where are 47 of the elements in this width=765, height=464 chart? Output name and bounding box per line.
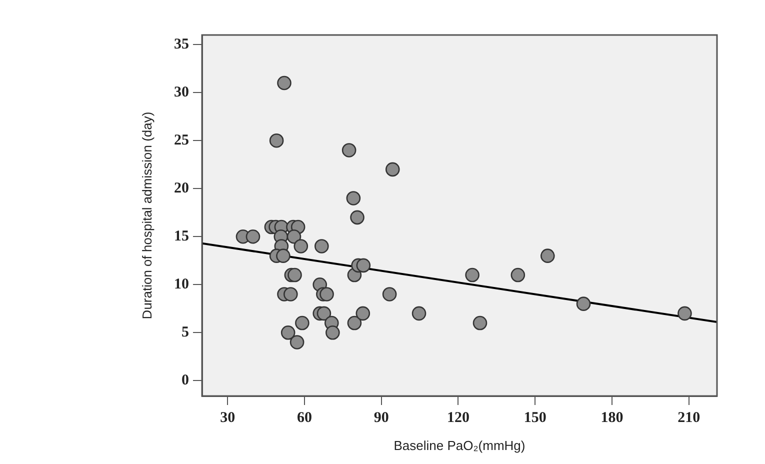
point — [678, 306, 692, 321]
point — [356, 306, 370, 321]
point — [284, 287, 298, 302]
y-tick-label: 10 — [174, 276, 189, 293]
point — [347, 316, 362, 330]
point — [288, 268, 302, 282]
x-tick-label: 90 — [374, 410, 389, 426]
point — [294, 239, 308, 254]
x-axis-title: Baseline PaO₂(mmHg) — [394, 438, 526, 453]
point — [295, 316, 310, 330]
y-tick-label: 15 — [174, 228, 189, 244]
y-tick-label: 0 — [182, 372, 189, 389]
point — [314, 239, 329, 254]
point — [342, 143, 356, 158]
point — [472, 316, 488, 330]
y-tick-label: 25 — [174, 132, 189, 148]
point — [356, 258, 371, 273]
x-tick-label: 180 — [600, 410, 624, 426]
point — [276, 248, 290, 263]
point — [277, 76, 292, 90]
point — [576, 296, 591, 311]
point — [246, 229, 260, 244]
point — [286, 229, 302, 244]
y-tick-label: 35 — [174, 36, 189, 52]
point — [385, 162, 400, 177]
y-axis-title: Duration of hospital admission (day) — [139, 112, 154, 320]
point — [346, 191, 361, 206]
point — [290, 335, 304, 350]
point — [316, 306, 332, 321]
point — [320, 287, 334, 302]
point — [269, 133, 284, 148]
point — [465, 268, 480, 282]
x-tick-label: 150 — [524, 410, 546, 426]
point — [540, 248, 555, 263]
y-tick-label: 30 — [174, 84, 189, 100]
point — [412, 306, 426, 321]
point — [510, 268, 526, 282]
y-tick-label: 5 — [182, 324, 189, 341]
point — [326, 325, 340, 340]
point — [280, 325, 296, 340]
x-tick-label: 120 — [446, 410, 470, 426]
x-tick-label: 30 — [220, 410, 236, 426]
point — [382, 287, 397, 302]
x-tick-label: 60 — [296, 410, 312, 426]
y-tick-label: 20 — [174, 180, 189, 196]
point — [350, 210, 364, 225]
x-tick-label: 210 — [678, 410, 700, 426]
